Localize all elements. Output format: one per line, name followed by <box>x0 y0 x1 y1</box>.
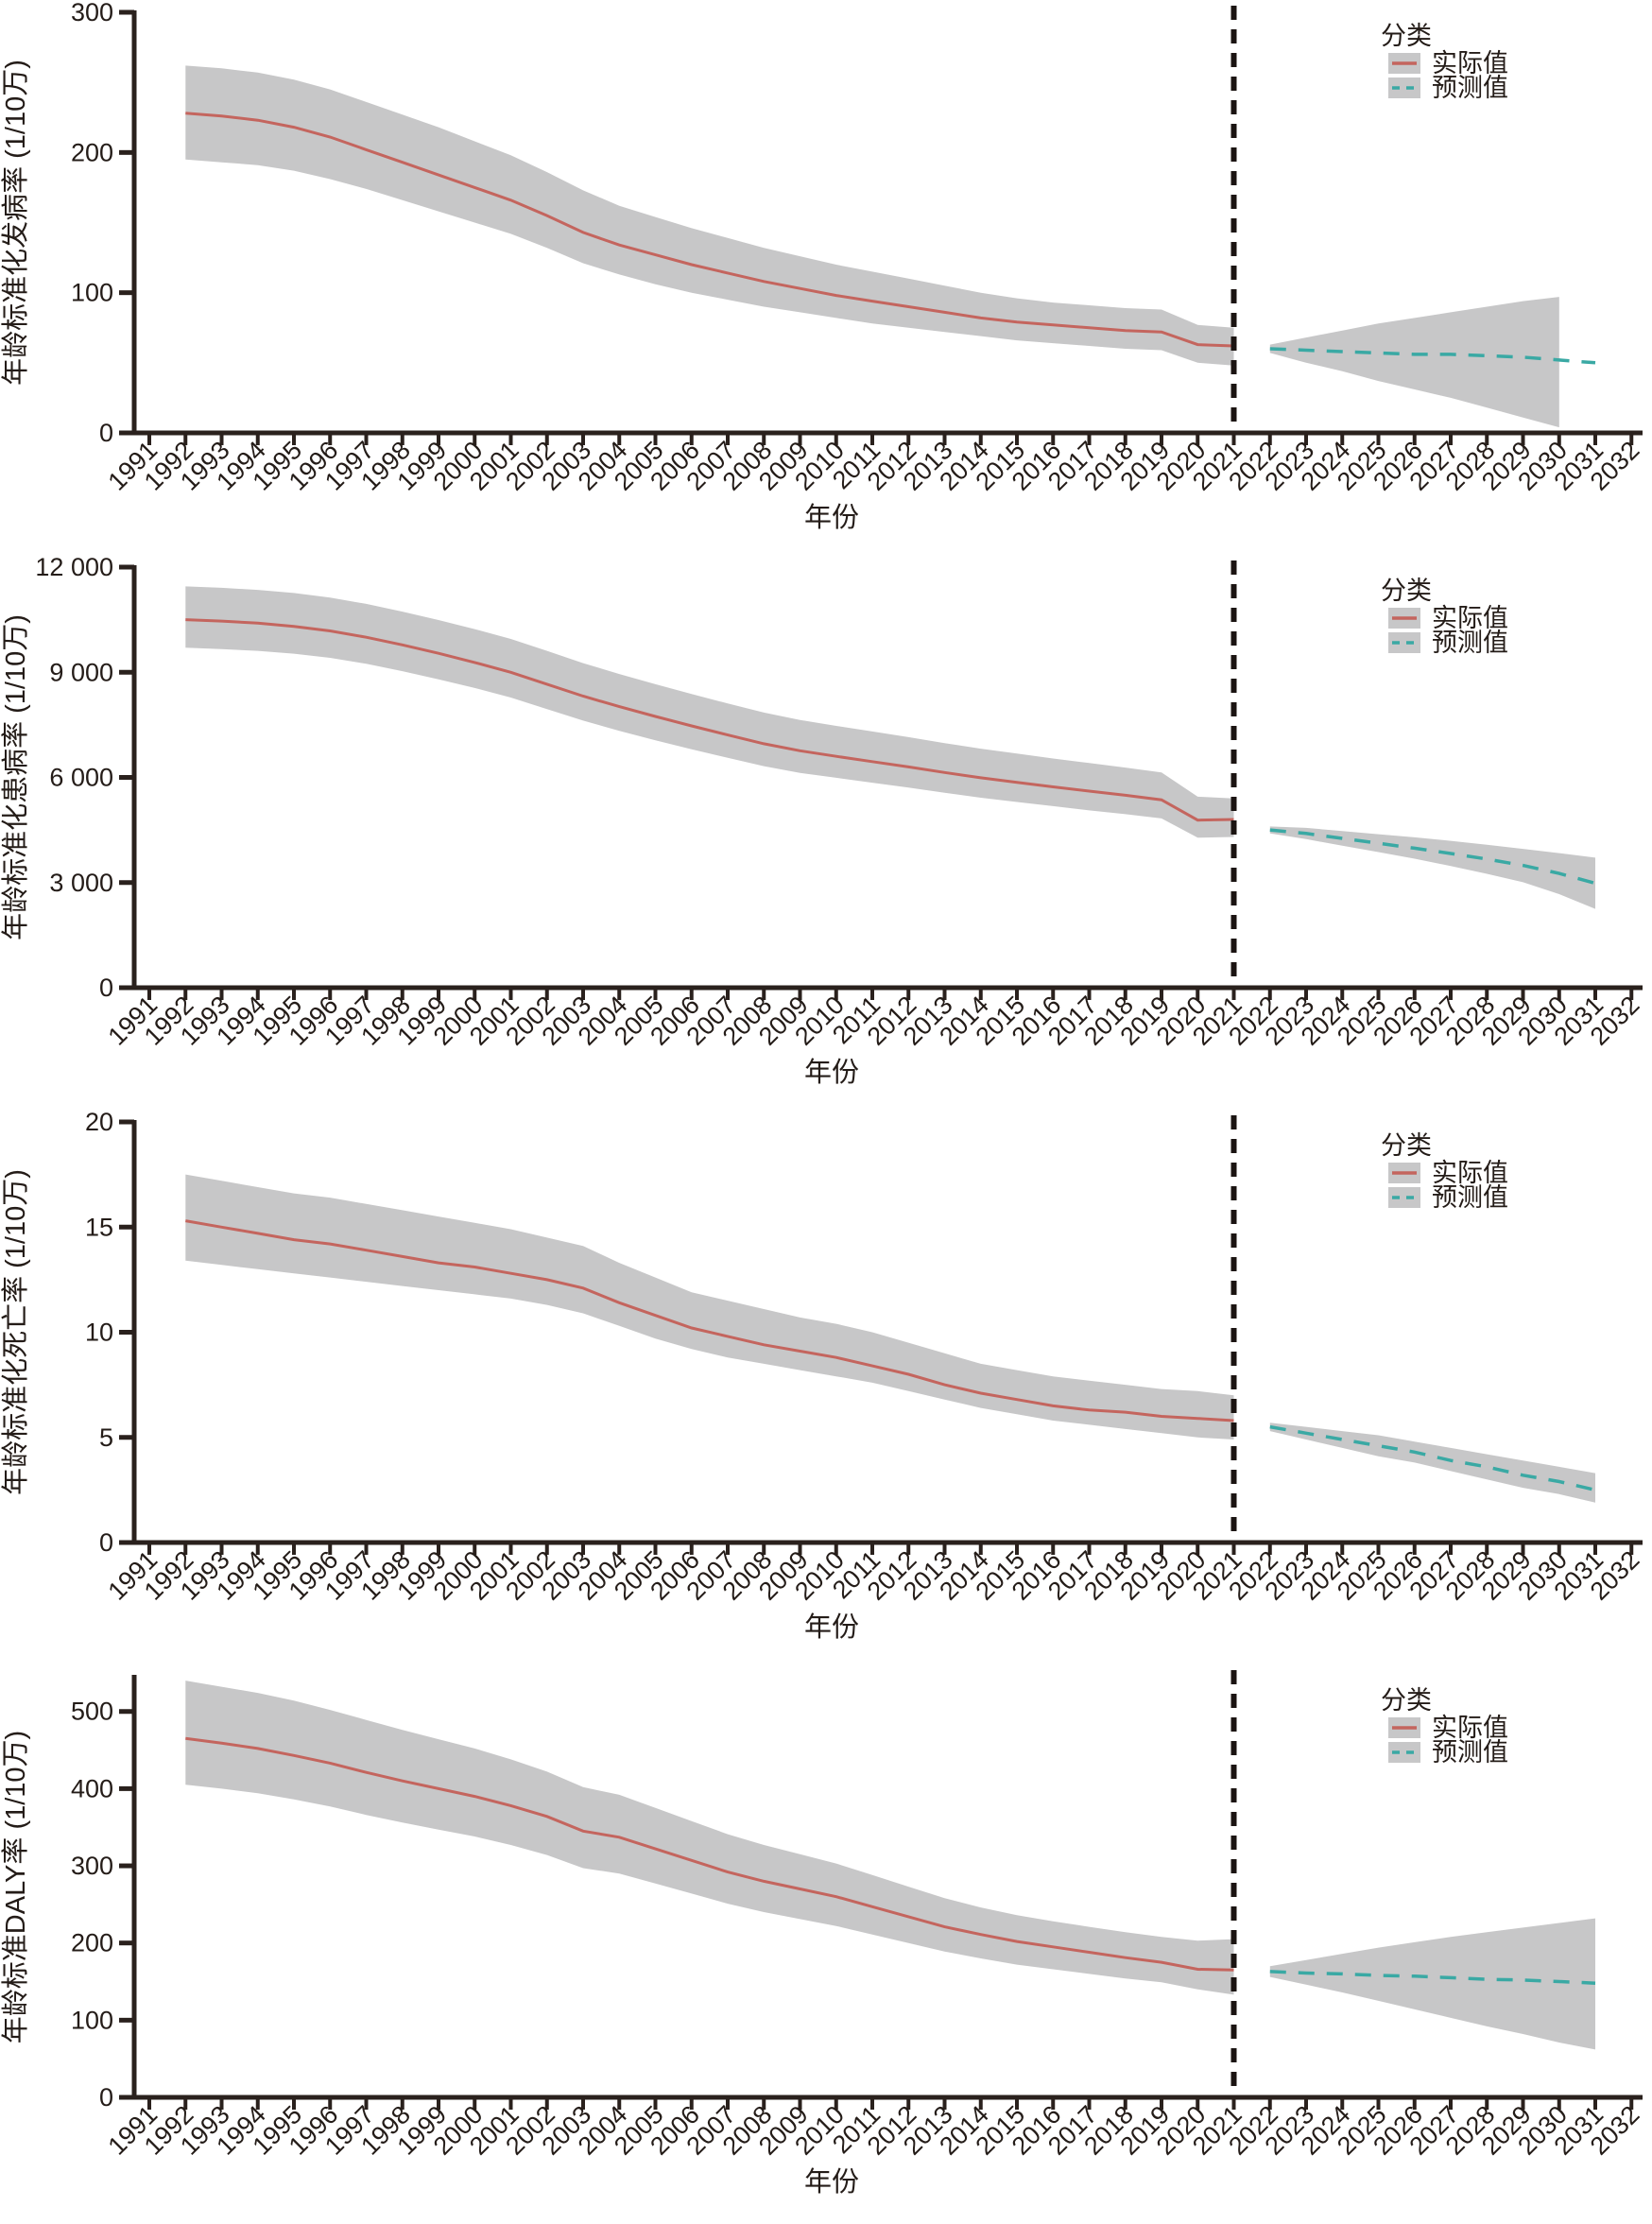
y-tick-label: 100 <box>71 2006 113 2034</box>
x-axis-title: 年份 <box>804 2166 859 2198</box>
legend-item-label: 预测值 <box>1432 1738 1508 1767</box>
y-tick-label: 20 <box>85 1110 113 1136</box>
y-tick-label: 0 <box>99 974 113 1002</box>
legend-item-label: 实际值 <box>1432 1159 1508 1187</box>
y-tick-label: 12 000 <box>35 555 113 581</box>
actual-line <box>185 1736 1234 1972</box>
y-tick-label: 15 <box>85 1213 113 1241</box>
legend-key-swatch <box>1388 78 1420 98</box>
legend-title: 分类 <box>1381 1131 1432 1160</box>
forecast-confidence-band <box>1269 1422 1595 1503</box>
y-tick-label: 200 <box>71 1929 113 1957</box>
y-axis-title: 年龄标准化患病率 (1/10万) <box>0 614 31 940</box>
legend-item-label: 实际值 <box>1432 604 1508 632</box>
legend-item-label: 预测值 <box>1432 1183 1508 1212</box>
y-tick-label: 10 <box>85 1319 113 1347</box>
x-axis-title: 年份 <box>804 1612 859 1643</box>
x-axis-title: 年份 <box>804 1057 859 1088</box>
actual-confidence-band <box>185 1174 1234 1440</box>
panel-daly-chart: 0 100 200 300 400 500 1991 1992 1993 1994 1995 1996… <box>0 1664 1652 2219</box>
y-tick-label: 0 <box>99 419 113 447</box>
actual-line <box>185 1219 1234 1422</box>
legend-title: 分类 <box>1381 22 1432 50</box>
y-axis-title: 年龄标准DALY率 (1/10万) <box>0 1731 31 2043</box>
chart-incidence: 0100200300199119921993199419951996199719… <box>0 0 1644 533</box>
actual-line <box>185 618 1234 822</box>
forecast-confidence-band <box>1269 297 1559 428</box>
legend-item-label: 实际值 <box>1432 49 1508 78</box>
legend-title: 分类 <box>1381 1686 1432 1715</box>
actual-confidence-band <box>185 65 1234 366</box>
chart-mortality: 0510152019911992199319941995199619971998… <box>0 1108 1644 1643</box>
forecast-confidence-band <box>1269 826 1595 909</box>
y-tick-label: 300 <box>71 0 113 26</box>
legend-title: 分类 <box>1381 577 1432 605</box>
y-tick-label: 5 <box>99 1423 113 1452</box>
y-tick-label: 6 000 <box>49 764 113 792</box>
panel-incidence-chart: 0 100 200 300 1991 1992 1993 1994 1995 1996 1997 19… <box>0 0 1652 555</box>
y-tick-label: 100 <box>71 279 113 307</box>
legend-item-label: 预测值 <box>1432 74 1508 102</box>
x-axis-title: 年份 <box>804 502 859 533</box>
y-tick-label: 400 <box>71 1774 113 1802</box>
y-tick-label: 0 <box>99 1528 113 1557</box>
legend-key-swatch <box>1388 1187 1420 1208</box>
y-tick-label: 3 000 <box>49 869 113 897</box>
y-axis-title: 年龄标准化死亡率 (1/10万) <box>0 1169 31 1495</box>
y-tick-label: 0 <box>99 2083 113 2112</box>
y-tick-label: 200 <box>71 138 113 166</box>
forecast-confidence-band <box>1269 1918 1595 2050</box>
y-tick-label: 300 <box>71 1852 113 1880</box>
chart-daly: 0100200300400500199119921993199419951996… <box>0 1670 1644 2198</box>
legend-key-swatch <box>1388 1742 1420 1763</box>
actual-confidence-band <box>185 586 1234 838</box>
legend-item-label: 预测值 <box>1432 629 1508 657</box>
y-tick-label: 9 000 <box>49 658 113 686</box>
legend-item-label: 实际值 <box>1432 1714 1508 1742</box>
actual-confidence-band <box>185 1681 1234 1995</box>
panel-mortality-chart: 0 5 10 15 20 1991 1992 1993 1994 1995 1996 1997 1998… <box>0 1108 1652 1664</box>
y-tick-label: 500 <box>71 1698 113 1726</box>
legend-key-swatch <box>1388 632 1420 653</box>
actual-line <box>185 112 1234 348</box>
y-axis-title: 年龄标准化发病率 (1/10万) <box>0 60 31 386</box>
